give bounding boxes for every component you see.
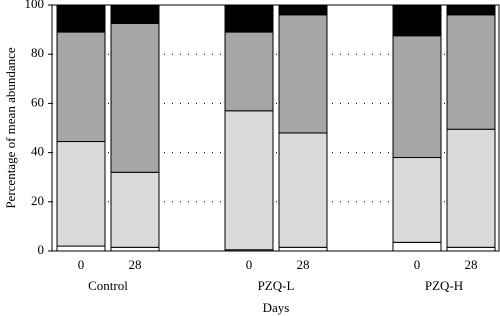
y-tick-label: 80 [31,45,44,60]
bar-segment [278,4,328,16]
y-tick-label: 40 [31,144,44,159]
bar-segment [56,141,106,247]
bar-segment [110,171,160,248]
bar-segment [446,128,496,248]
bar-segment [110,246,160,252]
bar-segment [446,14,496,130]
bar-segment [56,245,106,252]
bar-segment [224,110,274,251]
bar-segment [446,4,496,16]
bar-segment [278,14,328,134]
y-axis-label: Percentage of mean abundance [3,47,18,209]
bar-segment [224,31,274,112]
bar-segment [392,4,442,37]
bar-segment [110,22,160,173]
y-tick-label: 100 [25,0,45,11]
x-tick-label: 28 [465,257,478,272]
bar-segment [392,241,442,252]
bar-segment [110,4,160,24]
group-label: Control [88,278,128,293]
bar-segment [392,157,442,243]
bar-segment [278,132,328,248]
y-tick-label: 60 [31,94,44,109]
x-tick-label: 28 [129,257,142,272]
x-tick-label: 28 [297,257,310,272]
bar-segment [56,4,106,33]
bar-segment [278,246,328,252]
bar-segment [446,246,496,252]
x-axis-label: Days [263,300,290,315]
y-tick-label: 20 [31,193,44,208]
bar-segment [392,35,442,159]
y-tick-label: 0 [38,242,45,257]
x-tick-label: 0 [246,257,253,272]
x-tick-label: 0 [414,257,421,272]
group-label: PZQ-L [258,278,295,293]
bar-segment [224,4,274,33]
plot-frame [51,4,500,252]
x-tick-label: 0 [78,257,85,272]
bar-segment [56,31,106,143]
group-label: PZQ-H [425,278,463,293]
